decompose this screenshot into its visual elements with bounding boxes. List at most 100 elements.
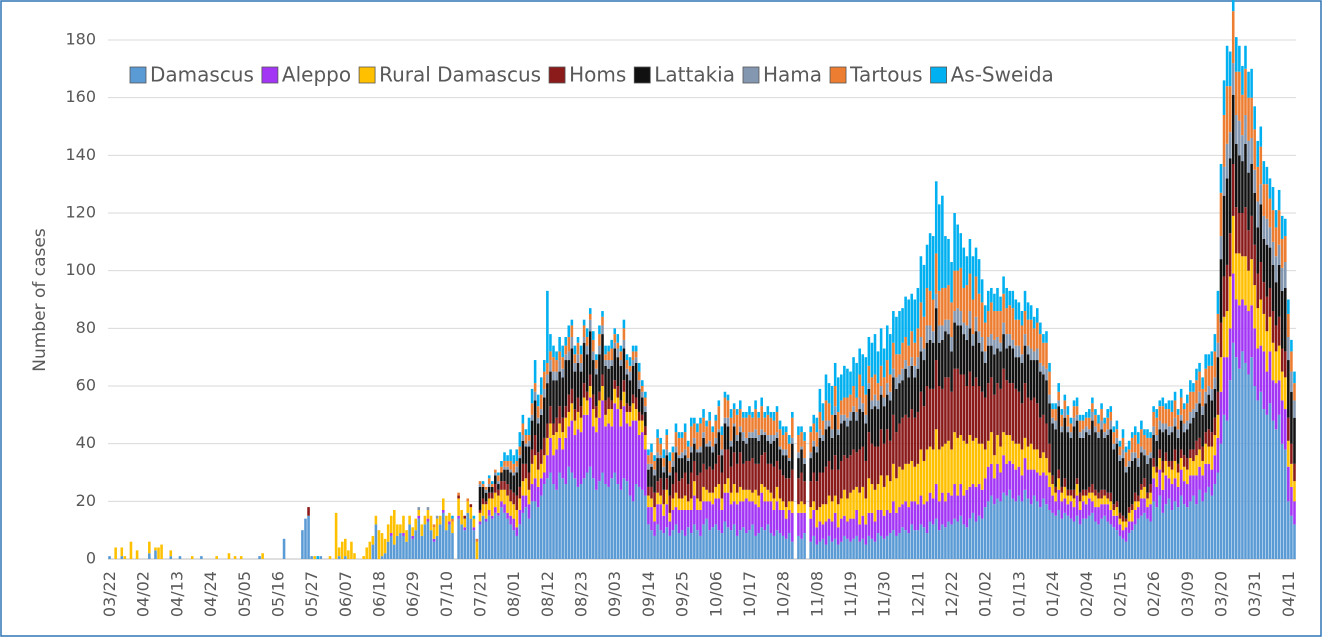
bar-segment <box>637 380 641 389</box>
bar-segment <box>830 541 834 559</box>
bar-segment <box>1002 276 1005 294</box>
bar-segment <box>1088 409 1091 418</box>
bar-segment <box>429 530 433 559</box>
bar-segment <box>778 429 782 447</box>
bar-segment <box>714 524 718 559</box>
bar-segment <box>1063 478 1067 487</box>
bar-segment <box>1201 446 1204 461</box>
bar-segment <box>527 504 531 519</box>
bar-segment <box>1094 409 1097 415</box>
bar-segment <box>916 463 920 505</box>
bar-segment <box>399 524 402 534</box>
bar-segment <box>518 486 522 499</box>
bar-segment <box>815 509 819 528</box>
bar-segment <box>564 406 568 418</box>
bar-segment <box>784 478 788 508</box>
bar-segment <box>1287 501 1290 559</box>
bar-segment <box>616 348 620 358</box>
bar-segment <box>956 325 959 369</box>
bar-segment <box>1127 521 1131 534</box>
bar-segment <box>1100 504 1103 519</box>
bar-segment <box>980 489 984 519</box>
bar-segment <box>1152 435 1155 459</box>
bar-segment <box>1201 460 1204 476</box>
bar-segment <box>1201 475 1204 502</box>
legend-label: Rural Damascus <box>379 63 541 87</box>
bar-segment <box>653 521 656 536</box>
bar-segment <box>616 386 620 398</box>
bar-segment <box>555 417 558 433</box>
bar-segment <box>683 495 687 510</box>
bar-segment <box>435 515 439 519</box>
bar-segment <box>778 446 782 450</box>
bar-segment <box>1176 409 1180 415</box>
bar-segment <box>824 429 828 467</box>
bar-segment <box>833 495 837 513</box>
bar-segment <box>549 360 552 372</box>
bar-segment <box>787 458 791 461</box>
x-tick-label: 02/04 <box>1077 571 1096 617</box>
x-tick-label: 02/15 <box>1110 571 1129 617</box>
bar-segment <box>879 509 883 536</box>
bar-segment <box>907 463 910 508</box>
bar-segment <box>490 515 494 519</box>
bar-segment <box>261 553 264 559</box>
bar-segment <box>928 290 932 326</box>
bar-segment <box>634 484 638 559</box>
bar-segment <box>319 556 323 559</box>
bar-segment <box>738 432 742 453</box>
bar-segment <box>907 365 910 378</box>
bar-segment <box>797 452 800 459</box>
bar-segment <box>490 481 494 485</box>
bar-segment <box>754 463 757 490</box>
bar-segment <box>1054 429 1057 487</box>
bar-segment <box>628 495 632 559</box>
bar-segment <box>377 530 381 559</box>
bar-segment <box>1048 486 1051 510</box>
bar-segment <box>1078 432 1082 438</box>
bar-segment <box>546 423 549 438</box>
bar-segment <box>1231 342 1235 559</box>
bar-segment <box>573 362 577 372</box>
bar-segment <box>760 429 763 436</box>
bar-segment <box>751 417 754 433</box>
bar-segment <box>426 521 430 559</box>
bar-segment <box>735 440 739 464</box>
bar-segment <box>530 449 534 464</box>
bar-segment <box>754 535 757 559</box>
bar-segment <box>515 535 519 559</box>
bar-segment <box>539 478 543 496</box>
bar-segment <box>1118 446 1122 456</box>
bar-segment <box>836 429 840 436</box>
bar-segment <box>1158 420 1162 430</box>
bar-segment <box>1011 383 1015 441</box>
bar-segment <box>582 319 586 326</box>
bar-segment <box>1069 489 1073 496</box>
bar-segment <box>592 409 595 427</box>
bar-segment <box>742 411 745 418</box>
bar-segment <box>1137 458 1140 467</box>
bar-segment <box>757 463 760 496</box>
bar-segment <box>1195 504 1198 559</box>
bar-segment <box>1231 11 1235 64</box>
bar-segment <box>885 509 889 536</box>
bar-segment <box>910 460 914 502</box>
bar-segment <box>858 524 861 542</box>
bar-segment <box>595 406 598 418</box>
bar-segment <box>536 423 540 453</box>
bar-segment <box>693 481 696 496</box>
bar-segment <box>1182 481 1186 505</box>
bar-segment <box>521 463 525 482</box>
x-tick-label: 03/31 <box>1245 571 1264 617</box>
bar-segment <box>1204 432 1207 444</box>
bar-segment <box>1042 414 1045 453</box>
bar-segment <box>552 423 555 436</box>
bar-segment <box>561 368 564 378</box>
bar-segment <box>1020 475 1024 502</box>
bar-segment <box>533 478 537 502</box>
bar-segment <box>922 527 926 559</box>
bar-segment <box>1060 414 1064 427</box>
bar-segment <box>637 420 641 436</box>
bar-segment <box>800 449 803 473</box>
bar-segment <box>347 550 350 559</box>
